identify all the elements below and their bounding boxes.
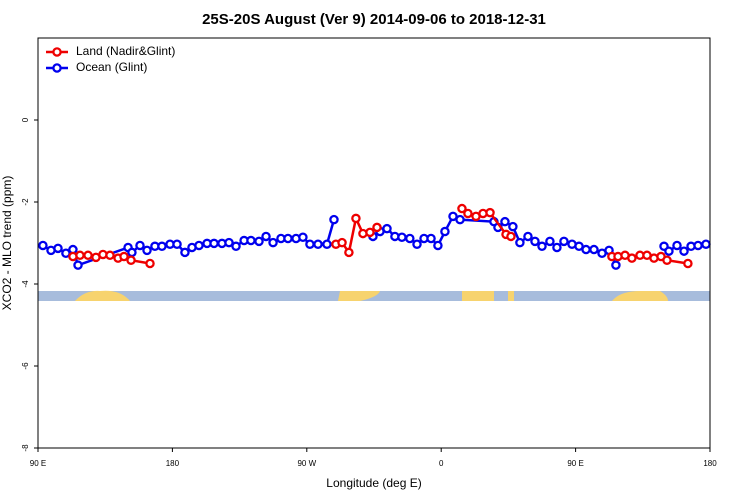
legend-label: Ocean (Glint) bbox=[76, 60, 147, 74]
x-tick-label: 0 bbox=[439, 459, 444, 468]
point bbox=[53, 243, 63, 254]
y-tick-label: -8 bbox=[21, 444, 30, 452]
point bbox=[611, 260, 621, 270]
point bbox=[268, 237, 278, 248]
point bbox=[559, 236, 569, 247]
legend-marker bbox=[52, 63, 62, 73]
point bbox=[126, 255, 136, 265]
legend-marker bbox=[52, 47, 62, 57]
point bbox=[530, 236, 540, 247]
point bbox=[372, 222, 382, 233]
point bbox=[231, 241, 241, 252]
point bbox=[172, 239, 182, 249]
point bbox=[365, 227, 375, 238]
y-tick-label: 0 bbox=[21, 117, 30, 122]
x-tick-label: 180 bbox=[703, 459, 717, 468]
legend-label: Land (Nadir&Glint) bbox=[76, 44, 175, 58]
point bbox=[455, 214, 465, 225]
point bbox=[157, 241, 167, 252]
point bbox=[412, 239, 422, 249]
point bbox=[508, 221, 518, 232]
point bbox=[627, 253, 637, 263]
point bbox=[298, 232, 308, 243]
point bbox=[145, 258, 155, 269]
point bbox=[73, 260, 83, 270]
point bbox=[329, 214, 339, 225]
y-tick-label: -4 bbox=[21, 280, 30, 288]
point bbox=[313, 239, 323, 249]
point bbox=[194, 240, 204, 251]
point bbox=[38, 240, 48, 251]
y-axis-label: XCO2 - MLO trend (ppm) bbox=[0, 176, 14, 311]
point bbox=[426, 233, 436, 244]
point bbox=[672, 240, 682, 251]
point bbox=[224, 237, 234, 248]
point bbox=[433, 240, 443, 251]
point bbox=[589, 244, 599, 255]
point bbox=[683, 258, 693, 269]
point bbox=[693, 240, 703, 251]
point bbox=[382, 223, 392, 234]
point bbox=[180, 247, 190, 258]
point bbox=[135, 240, 145, 251]
point bbox=[142, 245, 152, 256]
point bbox=[581, 244, 591, 255]
chart-title: 25S-20S August (Ver 9) 2014-09-06 to 201… bbox=[202, 11, 546, 28]
point bbox=[537, 241, 547, 252]
point bbox=[506, 231, 516, 242]
point bbox=[254, 236, 264, 247]
point bbox=[679, 246, 689, 256]
point bbox=[500, 216, 510, 227]
x-tick-label: 90 E bbox=[567, 459, 583, 468]
point bbox=[75, 250, 85, 261]
point bbox=[545, 236, 555, 247]
point bbox=[397, 232, 407, 243]
x-tick-label: 90 E bbox=[30, 459, 46, 468]
point bbox=[83, 250, 93, 261]
point bbox=[209, 238, 219, 249]
point bbox=[405, 233, 415, 244]
point bbox=[283, 233, 293, 244]
point bbox=[664, 246, 674, 256]
map-strip bbox=[38, 290, 710, 301]
point bbox=[322, 239, 332, 249]
point bbox=[457, 203, 467, 214]
point bbox=[246, 235, 256, 246]
point bbox=[119, 251, 129, 262]
x-axis-label: Longitude (deg E) bbox=[326, 476, 421, 490]
point bbox=[515, 237, 525, 248]
plot-area bbox=[38, 203, 711, 270]
point bbox=[662, 255, 672, 265]
y-tick-label: -6 bbox=[21, 362, 30, 370]
point bbox=[485, 207, 495, 218]
point bbox=[127, 247, 137, 258]
point bbox=[344, 247, 354, 258]
point bbox=[105, 250, 115, 261]
x-tick-label: 180 bbox=[166, 459, 180, 468]
point bbox=[523, 231, 533, 242]
point bbox=[351, 213, 361, 224]
point bbox=[552, 242, 562, 253]
point bbox=[701, 239, 711, 249]
point bbox=[440, 226, 450, 237]
point bbox=[261, 231, 271, 242]
plot-frame bbox=[37, 37, 711, 449]
point bbox=[463, 208, 473, 219]
point bbox=[337, 237, 347, 248]
x-tick-label: 90 W bbox=[297, 459, 316, 468]
point bbox=[305, 239, 315, 249]
y-tick-label: -2 bbox=[21, 198, 30, 206]
